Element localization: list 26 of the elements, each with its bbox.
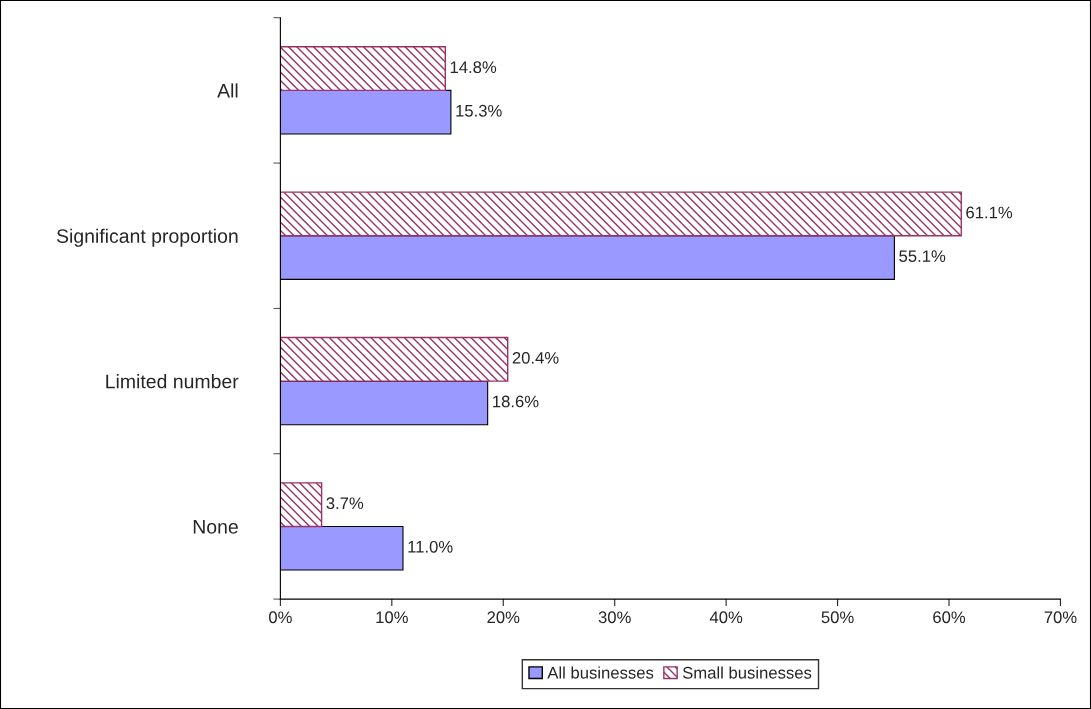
x-tick-label: 0% [268, 611, 292, 624]
bar [280, 482, 323, 528]
data-label: 15.3% [456, 104, 502, 117]
x-tick-label: 10% [376, 611, 408, 624]
data-label: 20.4% [512, 351, 559, 364]
bar [280, 46, 447, 92]
bar [280, 336, 509, 382]
y-tick-label: None [193, 520, 238, 534]
data-label: 55.1% [899, 250, 946, 263]
data-label: 18.6% [493, 395, 539, 408]
x-tick-label: 20% [487, 611, 520, 624]
x-tick-label: 50% [821, 611, 854, 624]
legend-label: All businesses [547, 666, 654, 679]
y-tick-label: Significant proportion [56, 228, 238, 247]
data-label: 61.1% [966, 206, 1013, 219]
data-label: 3.7% [326, 497, 364, 510]
legend-label: Small businesses [682, 666, 812, 679]
data-label: 14.8% [450, 61, 497, 74]
x-tick-label: 60% [933, 611, 966, 624]
y-tick-label: All [217, 83, 238, 98]
x-tick-label: 70% [1044, 611, 1077, 624]
x-tick-label: 40% [709, 611, 743, 624]
x-tick-label: 30% [598, 611, 631, 624]
data-label: 11.0% [408, 540, 453, 553]
y-tick-label: Limited number [106, 374, 239, 389]
bar [280, 191, 962, 237]
